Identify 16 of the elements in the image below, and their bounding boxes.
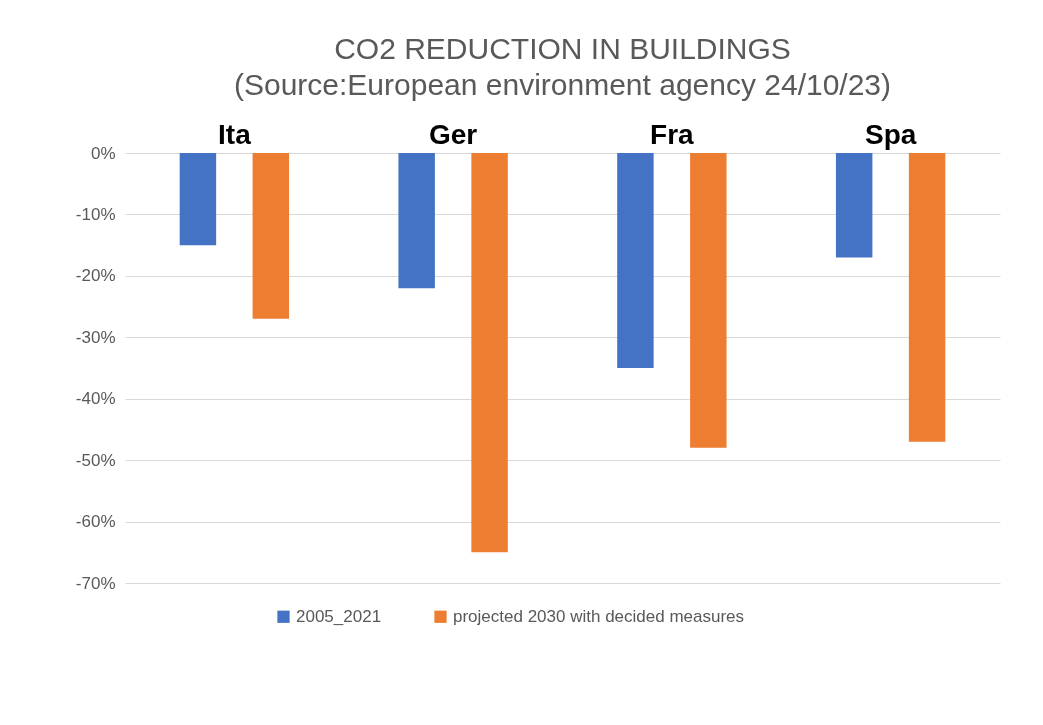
y-tick-label: -60% — [75, 512, 116, 532]
chart-title: CO2 REDUCTION IN BUILDINGS — [334, 32, 791, 65]
y-tick-label: -40% — [75, 389, 116, 409]
y-tick-label: -20% — [75, 266, 116, 286]
y-tick-label: 0% — [90, 143, 116, 163]
x-tick-label: Ita — [218, 118, 252, 150]
legend-label: 2005_2021 — [296, 606, 382, 626]
y-tick-label: -10% — [75, 204, 116, 224]
x-tick-label: Spa — [864, 118, 917, 150]
y-tick-label: -50% — [75, 450, 116, 470]
x-tick-label: Fra — [650, 118, 695, 150]
y-tick-label: -30% — [75, 327, 116, 347]
y-tick-label: -70% — [75, 573, 116, 593]
chart-subtitle: (Source:European environment agency 24/10/23) — [233, 68, 892, 101]
legend-label: projected 2030 with decided measures — [453, 606, 745, 626]
x-tick-label: Ger — [429, 118, 478, 150]
